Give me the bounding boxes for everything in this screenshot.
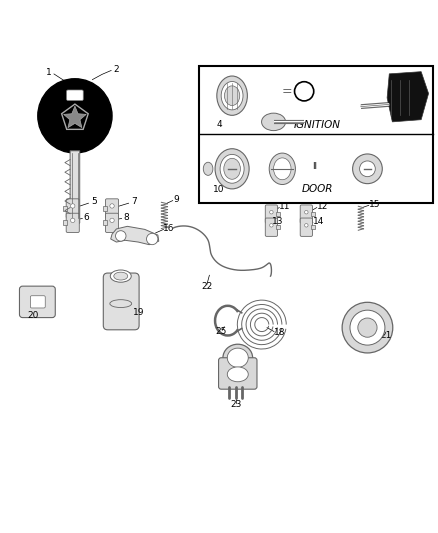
FancyBboxPatch shape xyxy=(300,218,312,236)
FancyBboxPatch shape xyxy=(265,218,278,236)
Text: IGNITION: IGNITION xyxy=(294,120,341,130)
Circle shape xyxy=(350,310,385,345)
FancyBboxPatch shape xyxy=(219,358,257,389)
Text: 12: 12 xyxy=(317,202,328,211)
Bar xyxy=(64,206,67,211)
Ellipse shape xyxy=(223,344,253,372)
FancyBboxPatch shape xyxy=(66,213,79,232)
Text: 13: 13 xyxy=(272,216,284,225)
Circle shape xyxy=(71,218,75,223)
Circle shape xyxy=(71,204,75,208)
Text: II: II xyxy=(313,162,318,171)
FancyBboxPatch shape xyxy=(66,199,79,218)
Ellipse shape xyxy=(227,367,248,382)
Text: 6: 6 xyxy=(84,213,90,222)
Text: 2: 2 xyxy=(113,64,119,74)
FancyBboxPatch shape xyxy=(265,205,278,223)
Circle shape xyxy=(270,211,273,214)
Ellipse shape xyxy=(274,158,291,180)
Text: 20: 20 xyxy=(28,311,39,320)
Ellipse shape xyxy=(215,149,249,189)
Bar xyxy=(276,225,280,229)
FancyBboxPatch shape xyxy=(103,273,139,330)
Text: 14: 14 xyxy=(313,216,324,225)
FancyBboxPatch shape xyxy=(300,205,312,223)
Circle shape xyxy=(353,154,382,184)
Circle shape xyxy=(294,82,314,101)
Text: 11: 11 xyxy=(279,202,290,211)
Ellipse shape xyxy=(224,158,240,179)
FancyBboxPatch shape xyxy=(19,286,55,318)
Bar xyxy=(276,212,280,216)
Text: 4: 4 xyxy=(216,120,222,130)
Polygon shape xyxy=(387,71,428,122)
Bar xyxy=(311,212,315,216)
Ellipse shape xyxy=(227,348,248,367)
Circle shape xyxy=(116,231,126,241)
FancyBboxPatch shape xyxy=(30,296,45,308)
Ellipse shape xyxy=(110,270,131,282)
Text: 8: 8 xyxy=(124,213,129,222)
Text: DOOR: DOOR xyxy=(301,184,333,195)
Circle shape xyxy=(147,233,158,245)
FancyBboxPatch shape xyxy=(106,213,119,232)
Text: 22: 22 xyxy=(201,282,212,291)
FancyBboxPatch shape xyxy=(106,199,119,218)
Ellipse shape xyxy=(221,82,243,110)
Text: 16: 16 xyxy=(163,223,174,232)
Ellipse shape xyxy=(269,153,295,184)
Ellipse shape xyxy=(217,76,247,115)
Text: 18: 18 xyxy=(273,328,285,337)
Ellipse shape xyxy=(224,86,240,106)
Text: 25: 25 xyxy=(215,327,227,336)
Text: =: = xyxy=(281,85,292,98)
Text: 10: 10 xyxy=(213,185,225,194)
Circle shape xyxy=(110,218,114,223)
Text: 23: 23 xyxy=(231,400,242,408)
Polygon shape xyxy=(64,106,86,128)
Bar xyxy=(311,225,315,229)
Text: 21: 21 xyxy=(380,332,392,341)
Polygon shape xyxy=(111,227,159,245)
Ellipse shape xyxy=(220,155,244,183)
Bar xyxy=(102,220,107,225)
Circle shape xyxy=(304,211,308,214)
Ellipse shape xyxy=(114,272,128,280)
Text: 19: 19 xyxy=(133,308,145,317)
Circle shape xyxy=(358,318,377,337)
Ellipse shape xyxy=(261,113,286,131)
Text: 15: 15 xyxy=(369,199,380,208)
Circle shape xyxy=(110,204,114,208)
Circle shape xyxy=(304,223,308,227)
Bar xyxy=(199,66,433,203)
Circle shape xyxy=(270,223,273,227)
Text: 5: 5 xyxy=(91,197,96,206)
FancyBboxPatch shape xyxy=(67,90,83,101)
Text: 9: 9 xyxy=(173,195,179,204)
Text: 1: 1 xyxy=(46,68,52,77)
Circle shape xyxy=(38,79,112,153)
Bar xyxy=(102,206,107,211)
Bar xyxy=(64,220,67,225)
Polygon shape xyxy=(70,151,80,227)
Circle shape xyxy=(360,161,375,176)
Ellipse shape xyxy=(203,162,213,175)
Circle shape xyxy=(342,302,393,353)
Text: 7: 7 xyxy=(131,197,137,206)
